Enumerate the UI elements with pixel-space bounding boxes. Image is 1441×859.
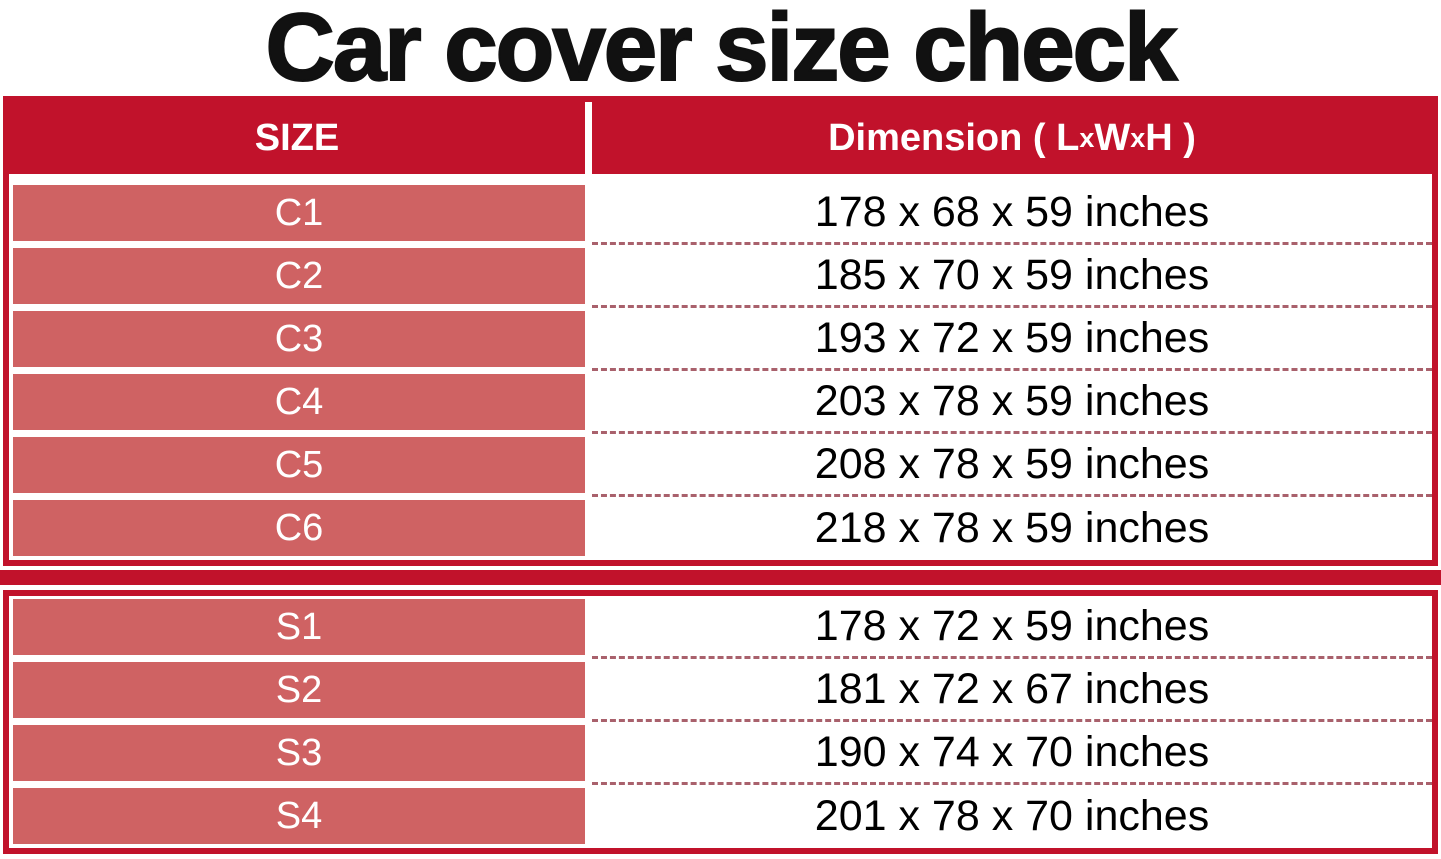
size-label: C2 [13,248,585,304]
dimension-header-part: H ) [1145,116,1196,159]
dimension-header-part: W [1094,116,1131,159]
table-row-c1: C1 178 x 68 x 59 inches [9,182,1432,245]
table-row-s3: S3 190 x 74 x 70 inches [9,722,1432,785]
dimension-value: 193 x 72 x 59 inches [592,308,1432,371]
table-row-s1: S1 178 x 72 x 59 inches [9,596,1432,659]
size-label: C5 [13,437,585,493]
dimension-value: 218 x 78 x 59 inches [814,504,1210,552]
table-row-c3: C3 193 x 72 x 59 inches [9,308,1432,371]
size-label: C3 [13,311,585,367]
column-gap [585,371,592,434]
dimension-header-part: Dimension ( L [828,116,1080,159]
dimension-value: 201 x 78 x 70 inches [814,792,1210,840]
size-label: C1 [13,185,585,241]
dimension-value: 203 x 78 x 59 inches [592,371,1432,434]
column-gap [585,785,592,848]
size-label: C4 [13,374,585,430]
dimension-value: 208 x 78 x 59 inches [592,434,1432,497]
header-spacer [9,174,1432,182]
column-gap [585,182,592,245]
page-title: Car cover size check [265,0,1179,101]
column-gap [585,722,592,785]
column-gap [585,102,592,174]
size-label: S1 [13,599,585,655]
table-row-s4: S4 201 x 78 x 70 inches [9,785,1432,848]
size-label: C6 [13,500,585,556]
table-header-row: SIZE Dimension ( L x W x H ) [9,102,1432,174]
size-table-c-section: SIZE Dimension ( L x W x H ) C1 178 x 68… [3,96,1438,566]
dimension-header-x: x [1079,122,1095,153]
size-label: S3 [13,725,585,781]
table-row-s2: S2 181 x 72 x 67 inches [9,659,1432,722]
column-gap [585,308,592,371]
title-bar: Car cover size check [0,0,1441,101]
dimension-value: 181 x 72 x 67 inches [592,659,1432,722]
column-gap [585,659,592,722]
size-label: S2 [13,662,585,718]
dimension-column-header: Dimension ( L x W x H ) [592,102,1432,174]
table-row-c2: C2 185 x 70 x 59 inches [9,245,1432,308]
column-gap [585,497,592,560]
column-gap [585,434,592,497]
table-row-c4: C4 203 x 78 x 59 inches [9,371,1432,434]
dimension-header-x: x [1130,122,1146,153]
dimension-value: 178 x 72 x 59 inches [592,596,1432,659]
dimension-value: 190 x 74 x 70 inches [592,722,1432,785]
table-row-c5: C5 208 x 78 x 59 inches [9,434,1432,497]
section-divider [0,570,1441,585]
size-column-header: SIZE [9,102,585,174]
dimension-value: 178 x 68 x 59 inches [592,182,1432,245]
table-row-c6: C6 218 x 78 x 59 inches [9,497,1432,560]
column-gap [585,596,592,659]
column-gap [585,245,592,308]
size-table-s-section: S1 178 x 72 x 59 inches S2 181 x 72 x 67… [3,590,1438,854]
dimension-value: 185 x 70 x 59 inches [592,245,1432,308]
size-label: S4 [13,788,585,844]
